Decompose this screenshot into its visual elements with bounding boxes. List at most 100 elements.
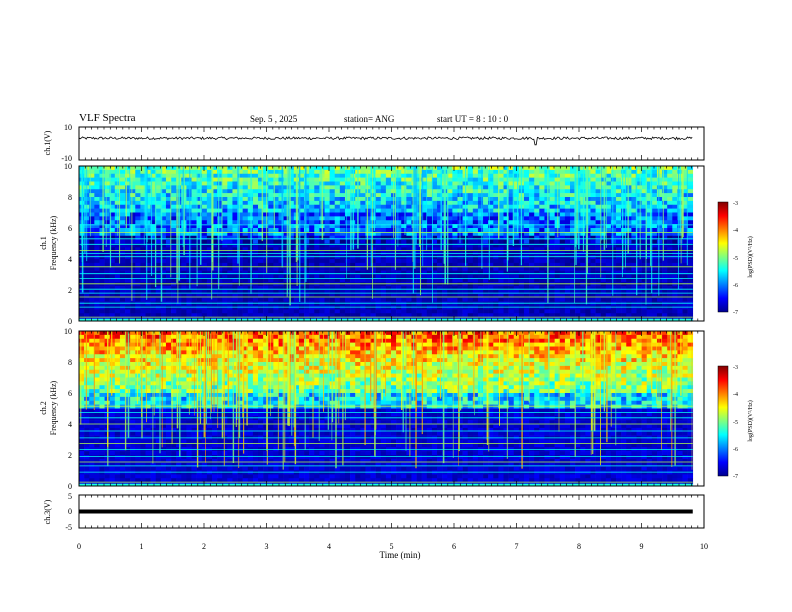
spec1-cell <box>283 286 289 291</box>
spec1-cell <box>273 204 279 209</box>
spec1-cell <box>360 185 366 190</box>
spec1-cell <box>125 286 131 291</box>
spec1-cell <box>135 235 141 240</box>
spec1-cell <box>119 208 126 213</box>
spec1-cell <box>483 239 489 244</box>
spec1-cell <box>605 169 612 175</box>
spec1-cell <box>165 293 172 299</box>
spec1-cell <box>135 200 141 206</box>
spec1-cell <box>242 228 249 233</box>
spec1-cell <box>508 239 515 244</box>
spec1-cell <box>227 270 233 275</box>
spec1-cell <box>89 247 95 252</box>
spec1-cell <box>431 293 438 299</box>
spec1-cell <box>79 290 85 295</box>
spec1-cell <box>114 293 121 299</box>
spec1-cell <box>314 173 320 178</box>
spec1-cell <box>559 166 566 171</box>
spec1-cell <box>616 228 622 233</box>
spec1-cell <box>656 278 663 283</box>
spec1-cell <box>304 278 310 283</box>
spec1-cell <box>396 220 402 225</box>
spec1-cell <box>467 301 474 306</box>
spec1-cell <box>626 239 632 244</box>
spec1-cell <box>135 166 141 171</box>
spec1-cell <box>656 243 663 248</box>
spec1-cell <box>621 274 627 279</box>
spec1-cell <box>365 181 371 186</box>
spec1-cell <box>406 309 412 314</box>
spec1-cell <box>217 181 223 186</box>
spec1-cell <box>600 216 607 221</box>
spec1-cell <box>176 290 182 295</box>
spec1-cell <box>549 200 555 206</box>
spec1-cell <box>493 181 499 186</box>
spec1-cell <box>554 224 561 229</box>
spec1-cell <box>616 208 622 213</box>
spec1-cell <box>365 305 371 310</box>
spec1-cell <box>595 208 601 213</box>
spec1-cell <box>437 204 443 209</box>
spec1-cell <box>191 293 197 299</box>
spec1-cell <box>155 166 162 171</box>
spec1-cell <box>534 297 540 302</box>
spec1-cell <box>99 247 105 252</box>
spec1-cell <box>549 231 555 237</box>
spec1-cell <box>150 297 157 302</box>
spec1-cell <box>687 208 694 213</box>
spec1-cell <box>232 259 238 264</box>
spec1-cell <box>626 309 632 314</box>
spec1-cell <box>452 220 458 225</box>
start-time-label: start UT = 8 : 10 : 0 <box>437 114 509 124</box>
spec1-cell <box>467 282 474 287</box>
spec1-cell <box>278 189 284 194</box>
spec1-cell <box>232 290 238 295</box>
spec1-cell <box>483 173 489 178</box>
spec1-cell <box>247 266 254 271</box>
spec1-cell <box>426 216 433 221</box>
spec1-cell <box>636 208 642 213</box>
spec1-cell <box>667 259 673 264</box>
spec1-cell <box>385 220 392 225</box>
spec1-cell <box>247 270 254 275</box>
spec1-cell <box>534 309 540 314</box>
spec1-cell <box>498 208 504 213</box>
spec1-cell <box>539 278 545 283</box>
spec1-cell <box>508 255 515 260</box>
spec1-cell <box>140 313 146 318</box>
spec1-cell <box>605 278 612 283</box>
spec1-cell <box>467 239 474 244</box>
spec1-cell <box>549 247 555 252</box>
spec1-cell <box>523 235 530 240</box>
spec1-cell <box>621 224 627 229</box>
spec1-cell <box>79 247 85 252</box>
spec1-cell <box>426 224 433 229</box>
spec1-cell <box>687 200 694 206</box>
spec1-cell <box>293 266 300 271</box>
spec1-cell <box>329 216 336 221</box>
spec1-cell <box>329 166 336 171</box>
spec1-cell <box>84 286 90 291</box>
spec1-cell <box>605 177 612 182</box>
spec1-cell <box>191 297 197 302</box>
spec1-cell <box>570 200 576 206</box>
spec1-cell <box>575 247 581 252</box>
spec1-cell <box>570 301 576 306</box>
spec1-cell <box>186 297 192 302</box>
spec1-cell <box>477 274 484 279</box>
spec1-cell <box>114 235 121 240</box>
spec1-cell <box>385 259 392 264</box>
spec1-cell <box>268 224 274 229</box>
spec1-cell <box>621 216 627 221</box>
spec1-cell <box>549 220 555 225</box>
spec1-cell <box>79 266 85 271</box>
spec1-cell <box>610 278 617 283</box>
spec1-cell <box>268 282 274 287</box>
spec1-cell <box>324 193 330 198</box>
spec1-cell <box>365 266 371 271</box>
spec1-cell <box>564 228 571 233</box>
spec1-cell <box>268 274 274 279</box>
spec1-cell <box>171 169 177 175</box>
spec1-cell <box>672 200 678 206</box>
spec1-cell <box>119 235 126 240</box>
